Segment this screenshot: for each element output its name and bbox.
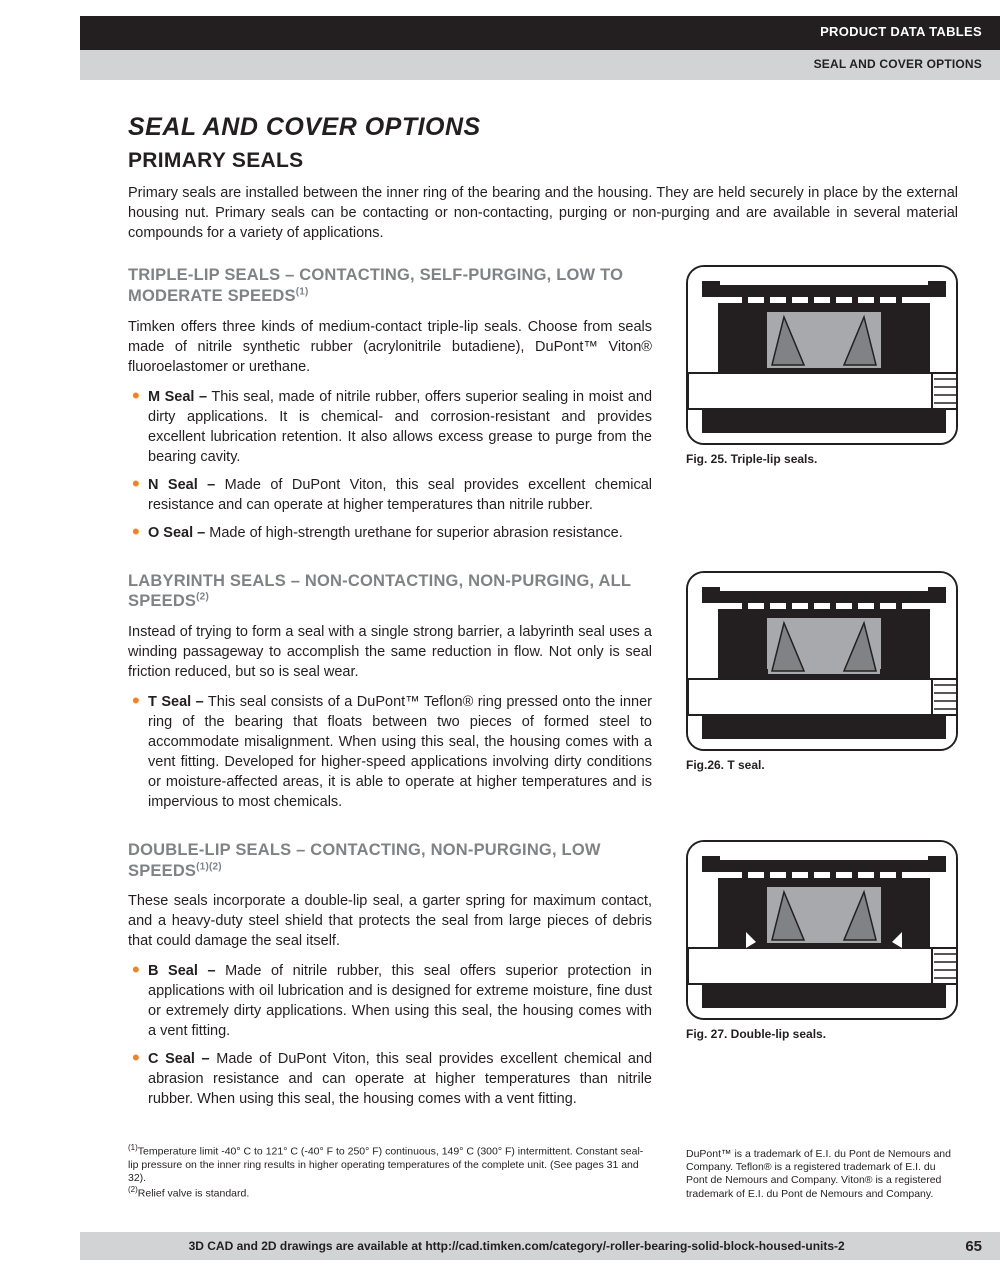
bullet-list: M Seal – This seal, made of nitrile rubb…	[128, 387, 652, 543]
page-content: SEAL AND COVER OPTIONS PRIMARY SEALS Pri…	[128, 110, 958, 1201]
figure-caption: Fig. 27. Double-lip seals.	[686, 1026, 958, 1043]
bullet-item: M Seal – This seal, made of nitrile rubb…	[128, 387, 652, 467]
page-title: SEAL AND COVER OPTIONS	[128, 110, 958, 145]
page-number: 65	[965, 1238, 982, 1255]
footnote: (2)Relief valve is standard.	[128, 1185, 652, 1201]
figure-caption: Fig. 25. Triple-lip seals.	[686, 451, 958, 468]
footer-text: 3D CAD and 2D drawings are available at …	[80, 1239, 953, 1253]
trademark-notice: DuPont™ is a trademark of E.I. du Pont d…	[686, 1148, 958, 1201]
section-paragraph: Timken offers three kinds of medium-cont…	[128, 317, 652, 377]
section-row: LABYRINTH SEALS – NON-CONTACTING, NON-PU…	[128, 571, 958, 820]
bullet-item: B Seal – Made of nitrile rubber, this se…	[128, 961, 652, 1041]
bullet-item: T Seal – This seal consists of a DuPont™…	[128, 692, 652, 812]
section-row: DOUBLE-LIP SEALS – CONTACTING, NON-PURGI…	[128, 840, 958, 1117]
intro-paragraph: Primary seals are installed between the …	[128, 183, 958, 243]
page-subtitle: PRIMARY SEALS	[128, 147, 958, 176]
seal-diagram	[686, 571, 958, 751]
section-heading: TRIPLE-LIP SEALS – CONTACTING, SELF-PURG…	[128, 265, 652, 306]
bullet-item: C Seal – Made of DuPont Viton, this seal…	[128, 1049, 652, 1109]
header-black-bar: PRODUCT DATA TABLES	[80, 16, 1000, 50]
section-row: TRIPLE-LIP SEALS – CONTACTING, SELF-PURG…	[128, 265, 958, 550]
bullet-list: B Seal – Made of nitrile rubber, this se…	[128, 961, 652, 1109]
seal-diagram	[686, 265, 958, 445]
footnotes: (1)Temperature limit -40° C to 121° C (-…	[128, 1143, 652, 1201]
section-paragraph: Instead of trying to form a seal with a …	[128, 622, 652, 682]
bullet-item: O Seal – Made of high-strength urethane …	[128, 523, 652, 543]
header-black-text: PRODUCT DATA TABLES	[820, 24, 982, 39]
header-gray-text: SEAL AND COVER OPTIONS	[814, 57, 982, 71]
figure-caption: Fig.26. T seal.	[686, 757, 958, 774]
section-paragraph: These seals incorporate a double-lip sea…	[128, 891, 652, 951]
seal-diagram	[686, 840, 958, 1020]
section-heading: DOUBLE-LIP SEALS – CONTACTING, NON-PURGI…	[128, 840, 652, 881]
footer-bar: 3D CAD and 2D drawings are available at …	[80, 1232, 1000, 1260]
bullet-list: T Seal – This seal consists of a DuPont™…	[128, 692, 652, 812]
header-gray-bar: SEAL AND COVER OPTIONS	[80, 50, 1000, 80]
bullet-item: N Seal – Made of DuPont Viton, this seal…	[128, 475, 652, 515]
section-heading: LABYRINTH SEALS – NON-CONTACTING, NON-PU…	[128, 571, 652, 612]
footnote: (1)Temperature limit -40° C to 121° C (-…	[128, 1143, 652, 1185]
